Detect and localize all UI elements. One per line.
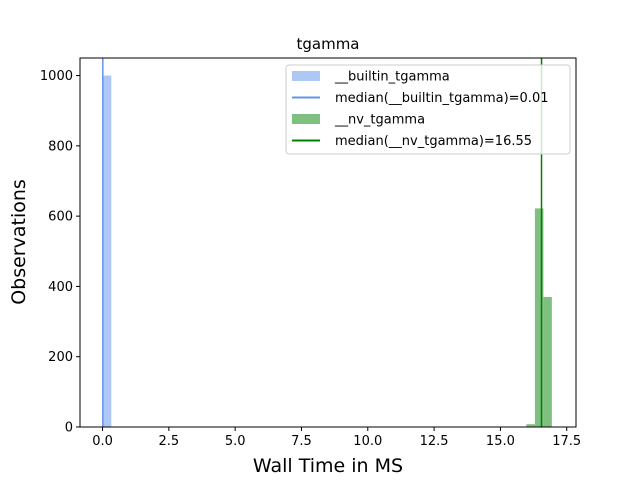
histogram-bar-0-0 (102, 75, 112, 428)
x-tick-label: 2.5 (159, 434, 180, 449)
y-axis-ticks: 0 200 400 600 800 1000 (40, 69, 80, 436)
y-tick-label: 1000 (40, 69, 73, 84)
x-tick-label: 17.5 (552, 434, 581, 449)
legend-label: __nv_tgamma (334, 113, 425, 128)
y-axis-title: Observations (8, 179, 30, 305)
x-tick-label: 0.0 (92, 434, 113, 449)
histogram-bar-2-1 (534, 208, 544, 427)
x-tick-label: 12.5 (420, 434, 449, 449)
x-tick-label: 15.0 (486, 434, 515, 449)
legend-label: median(__nv_tgamma)=16.55 (335, 134, 532, 149)
plot-frame (79, 57, 577, 428)
y-tick-label: 200 (48, 350, 73, 365)
chart-title: tgamma (296, 35, 359, 53)
histogram-bar-2-0 (526, 424, 535, 427)
legend-label: __builtin_tgamma (334, 70, 450, 85)
bars-layer (102, 75, 552, 428)
x-tick-label: 7.5 (291, 434, 312, 449)
legend-swatch (292, 114, 320, 124)
y-tick-label: 0 (65, 421, 73, 436)
legend-box (285, 64, 571, 155)
y-tick-label: 800 (48, 139, 73, 154)
x-axis-ticks: 0.0 2.5 5.0 7.5 10.0 12.5 15.0 17.5 (92, 427, 581, 449)
y-tick-label: 600 (48, 210, 73, 225)
x-tick-label: 5.0 (225, 434, 246, 449)
legend-swatch (292, 71, 320, 81)
legend-label: median(__builtin_tgamma)=0.01 (335, 91, 548, 106)
legend-items: __builtin_tgamma median(__builtin_tgamma)… (292, 70, 548, 149)
legend: __builtin_tgamma median(__builtin_tgamma)… (285, 64, 571, 155)
x-axis-title: Wall Time in MS (253, 455, 403, 477)
y-tick-label: 400 (48, 280, 73, 295)
histogram-bar-2-2 (543, 296, 552, 427)
x-tick-label: 10.0 (353, 434, 382, 449)
